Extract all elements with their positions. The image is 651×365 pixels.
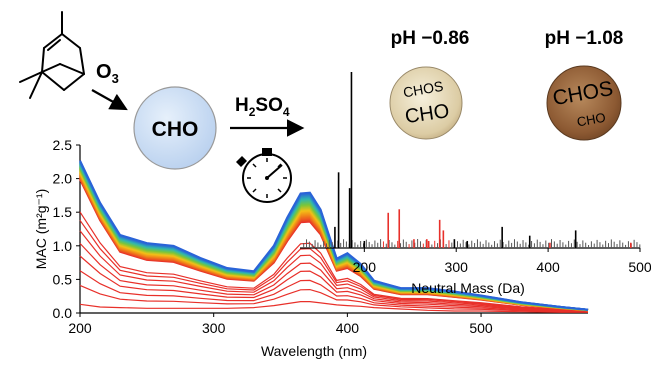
ms-x-tick-label: 400	[536, 259, 560, 275]
spectrum-y-tick-label: 1.0	[53, 238, 73, 254]
spectrum-x-tick-label: 300	[202, 320, 226, 336]
spectrum-series-line	[79, 270, 589, 313]
ring-bond	[79, 47, 85, 75]
spectrum-y-tick-label: 1.5	[53, 204, 73, 220]
cho-particle-circle	[133, 86, 217, 170]
spectrum-series-line	[79, 242, 589, 312]
spectrum-y-tick-label: 2.5	[53, 137, 73, 153]
spectrum-y-axis-label: MAC (m²g⁻¹)	[33, 189, 49, 270]
ph-086-particle-circle	[389, 66, 463, 140]
ph-108-particle: CHOS CHO	[546, 65, 622, 141]
bridge-bond	[59, 63, 85, 75]
cho-particle: CHO	[133, 86, 217, 170]
spectrum-y-tick-label: 0.5	[53, 271, 73, 287]
acid-label: H2SO4	[235, 95, 290, 119]
mass-spectrum-chart: 200 300 400 500 Neutral Mass (Da)	[300, 72, 651, 296]
gem-methyl-bond	[19, 71, 43, 83]
ring-bond	[61, 33, 81, 49]
ms-x-tick-label: 300	[445, 259, 469, 275]
gem-methyl-bond	[29, 71, 43, 99]
spectrum-x-tick-label: 200	[68, 320, 92, 336]
spectrum-series-line	[79, 301, 588, 313]
absorption-spectrum-chart: 0.0 0.5 1.0 1.5 2.0 2.5 200 300 400 500 Wavelength…	[33, 137, 589, 359]
ph-108-cho-label: CHO	[576, 110, 607, 130]
ozone-label: O3	[96, 61, 119, 86]
spectrum-x-tick-label: 400	[336, 320, 360, 336]
ph-108-title: pH −1.08	[545, 28, 624, 49]
ozonolysis-arrow	[91, 89, 128, 111]
spectrum-x-tick-label: 500	[469, 320, 493, 336]
ph-086-title: pH −0.86	[391, 28, 470, 49]
ms-x-tick-label: 500	[628, 259, 651, 275]
spectrum-y-tick-label: 2.0	[53, 171, 73, 187]
spectrum-series-line	[79, 255, 589, 313]
bridge-bond	[41, 63, 61, 73]
ring-bond	[63, 73, 85, 91]
spectrum-series-line	[79, 230, 589, 312]
ms-x-axis-label: Neutral Mass (Da)	[411, 280, 525, 296]
ph-108-particle-circle	[546, 65, 622, 141]
ph-086-particle: CHOS CHO	[389, 66, 463, 140]
double-bond-inner	[47, 39, 61, 51]
alpha-pinene-molecule	[19, 11, 85, 99]
spectrum-x-axis-label: Wavelength (nm)	[261, 343, 367, 359]
double-bond-outer	[43, 33, 63, 49]
ring-bond	[41, 47, 45, 73]
ms-x-tick-label: 200	[353, 259, 377, 275]
spectrum-series-line	[79, 284, 589, 313]
spectrum-y-tick-label: 0.0	[53, 305, 73, 321]
ph-086-chos-label: CHOS	[402, 78, 445, 101]
stopwatch-icon	[236, 148, 292, 203]
spectrum-series-line	[79, 219, 589, 312]
spectrum-series-line	[79, 160, 589, 311]
ring-bond	[41, 71, 65, 91]
cho-particle-label: CHO	[152, 118, 199, 141]
